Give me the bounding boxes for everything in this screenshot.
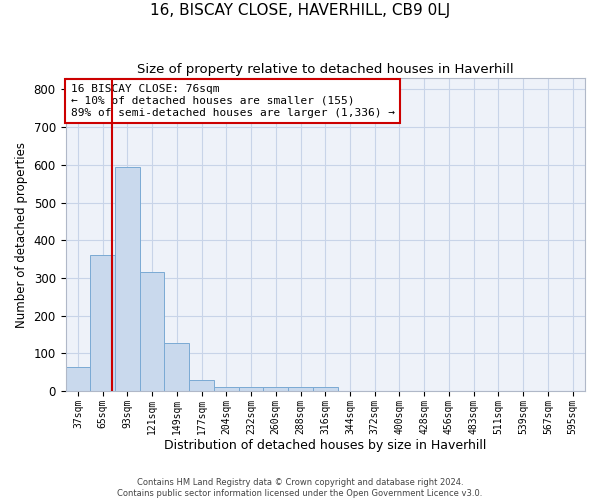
Text: 16, BISCAY CLOSE, HAVERHILL, CB9 0LJ: 16, BISCAY CLOSE, HAVERHILL, CB9 0LJ [150, 2, 450, 18]
Bar [214, 388, 239, 391]
Bar [288, 388, 313, 391]
Bar [115, 166, 140, 391]
Y-axis label: Number of detached properties: Number of detached properties [15, 142, 28, 328]
Bar [65, 366, 90, 391]
Text: Contains HM Land Registry data © Crown copyright and database right 2024.
Contai: Contains HM Land Registry data © Crown c… [118, 478, 482, 498]
Text: 16 BISCAY CLOSE: 76sqm
← 10% of detached houses are smaller (155)
89% of semi-de: 16 BISCAY CLOSE: 76sqm ← 10% of detached… [71, 84, 395, 117]
Bar [263, 388, 288, 391]
X-axis label: Distribution of detached houses by size in Haverhill: Distribution of detached houses by size … [164, 440, 487, 452]
Bar [164, 343, 189, 391]
Bar [140, 272, 164, 391]
Bar [90, 256, 115, 391]
Bar [189, 380, 214, 391]
Bar [239, 388, 263, 391]
Bar [313, 388, 338, 391]
Title: Size of property relative to detached houses in Haverhill: Size of property relative to detached ho… [137, 62, 514, 76]
